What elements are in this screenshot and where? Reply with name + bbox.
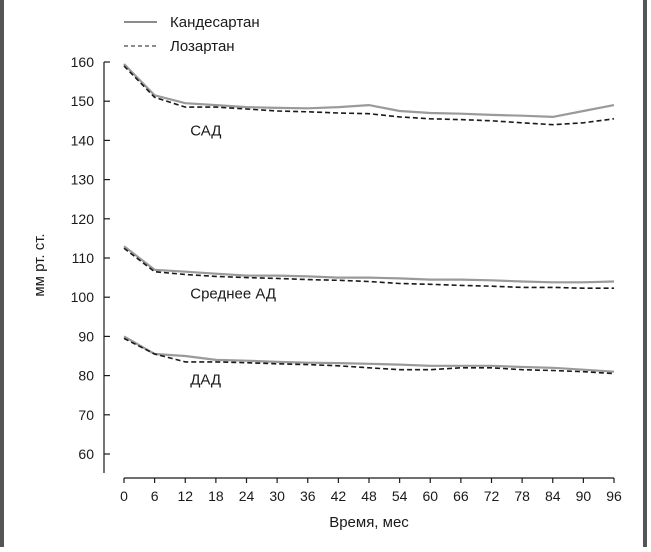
frame-border-left [0, 0, 4, 547]
x-tick-label: 30 [269, 488, 285, 504]
series-line-sad-candesartan [123, 63, 615, 119]
x-tick-label: 0 [120, 488, 128, 504]
group-label-sad: САД [190, 123, 221, 140]
y-tick-label: 60 [78, 446, 94, 462]
x-tick-label: 36 [300, 488, 316, 504]
series-line-dad-candesartan [123, 335, 615, 373]
y-tick-label: 70 [78, 407, 94, 423]
y-tick-label: 140 [71, 132, 95, 148]
x-axis-label: Время, мес [329, 514, 409, 531]
y-tick-label: 160 [71, 54, 95, 70]
series-line-mean-ad-losartan [123, 247, 614, 290]
y-ticks: 60 70 80 90 100 110 120 130 140 150 160 [71, 54, 110, 462]
x-ticks: 0 6 12 18 24 30 36 42 48 54 60 66 72 78 84 90 96 [120, 478, 622, 504]
x-tick-label: 6 [151, 488, 159, 504]
x-tick-label: 24 [239, 488, 255, 504]
x-tick-label: 96 [606, 488, 622, 504]
series-line-mean-ad-candesartan [123, 245, 615, 284]
group-labels: САД Среднее АД ДАД [190, 123, 276, 389]
series-layer [123, 63, 615, 375]
y-tick-label: 110 [72, 250, 95, 266]
y-tick-label: 90 [78, 328, 94, 344]
x-tick-label: 60 [422, 488, 438, 504]
legend-label-candesartan: Кандесартан [170, 14, 260, 31]
series-line-dad-losartan [123, 337, 615, 375]
x-tick-label: 78 [514, 488, 530, 504]
x-tick-label: 18 [208, 488, 224, 504]
y-tick-label: 150 [71, 93, 95, 109]
y-tick-label: 130 [71, 172, 95, 188]
y-tick-label: 100 [71, 289, 95, 305]
legend-label-losartan: Лозартан [170, 38, 235, 55]
x-tick-label: 42 [331, 488, 347, 504]
x-tick-label: 54 [392, 488, 408, 504]
legend: Кандесартан Лозартан [124, 14, 260, 55]
x-tick-label: 66 [453, 488, 469, 504]
group-label-mean-ad: Среднее АД [190, 285, 276, 302]
x-tick-label: 12 [177, 488, 193, 504]
series-line-sad-losartan [123, 65, 615, 126]
x-tick-label: 72 [484, 488, 500, 504]
group-label-dad: ДАД [190, 372, 221, 389]
y-tick-label: 80 [78, 368, 94, 384]
frame-border-right [643, 0, 647, 547]
x-tick-label: 84 [545, 488, 561, 504]
y-tick-label: 120 [71, 211, 95, 227]
x-tick-label: 90 [576, 488, 592, 504]
y-axis-label: мм рт. ст. [31, 233, 48, 296]
x-tick-label: 48 [361, 488, 377, 504]
